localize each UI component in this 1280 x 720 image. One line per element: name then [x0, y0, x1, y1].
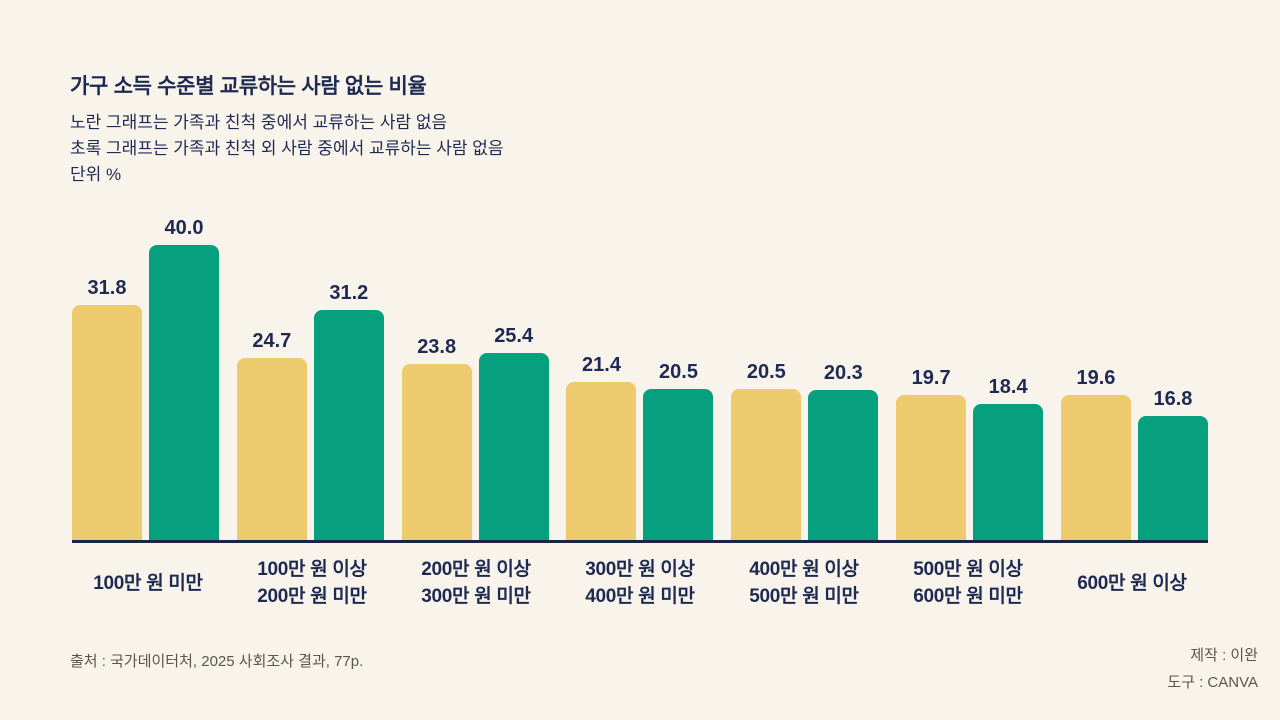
- chart-header: 가구 소득 수준별 교류하는 사람 없는 비율 노란 그래프는 가족과 친척 중…: [70, 70, 504, 188]
- green-bar-column: 25.4: [478, 324, 549, 540]
- x-axis-label: 100만 원 미만: [93, 572, 203, 594]
- yellow-bar: [72, 305, 142, 540]
- bar-group: 21.4 20.5: [566, 354, 714, 540]
- yellow-bar: [566, 382, 637, 540]
- yellow-bar: [236, 357, 307, 540]
- yellow-bar: [896, 394, 967, 540]
- green-bar: [313, 309, 384, 540]
- yellow-bar-value-label: 20.5: [746, 360, 786, 383]
- green-bar-column: 40.0: [149, 217, 219, 540]
- green-bar-column: 16.8: [1137, 388, 1208, 540]
- green-bar-value-label: 31.2: [329, 281, 369, 304]
- yellow-bar-column: 20.5: [731, 360, 802, 540]
- yellow-bar: [731, 388, 802, 540]
- yellow-bar-value-label: 23.8: [417, 336, 457, 359]
- source-note: 출처 : 국가데이터처, 2025 사회조사 결과, 77p.: [70, 653, 364, 670]
- green-bar-column: 20.5: [643, 360, 714, 540]
- yellow-bar-column: 19.7: [896, 366, 967, 540]
- credit-note: 제작 : 이완 도구 : CANVA: [1167, 642, 1258, 696]
- green-bar: [1137, 416, 1208, 540]
- unit-label: 단위 %: [70, 165, 122, 184]
- yellow-bar-value-label: 24.7: [252, 329, 292, 352]
- yellow-bar-value-label: 19.6: [1076, 367, 1116, 390]
- green-bar-value-label: 20.5: [659, 360, 698, 383]
- credit-line-author: 제작 : 이완: [1190, 647, 1258, 664]
- bar-group: 23.8 25.4: [401, 324, 549, 540]
- yellow-bar-column: 23.8: [401, 336, 472, 540]
- credit-line-tool: 도구 : CANVA: [1167, 674, 1258, 691]
- yellow-bar-value-label: 21.4: [582, 354, 621, 377]
- yellow-bar-value-label: 31.8: [87, 277, 127, 300]
- x-axis-label: 500만 원 이상 600만 원 미만: [913, 559, 1023, 607]
- bar-group: 20.5 20.3: [731, 360, 879, 540]
- yellow-bar-value-label: 19.7: [911, 366, 951, 389]
- green-bar-column: 20.3: [808, 362, 879, 540]
- green-bar-column: 31.2: [313, 281, 384, 540]
- labels-row: 100만 원 미만 100만 원 이상 200만 원 미만 200만 원 이상 30…: [72, 555, 1208, 611]
- green-bar-value-label: 20.3: [823, 362, 863, 385]
- yellow-bar: [1060, 395, 1131, 540]
- yellow-bar-column: 21.4: [566, 354, 637, 540]
- green-bar: [478, 352, 549, 540]
- yellow-bar-column: 19.6: [1060, 367, 1131, 540]
- bar-group: 19.7 18.4: [896, 366, 1044, 540]
- green-bar: [149, 244, 219, 540]
- green-bar-column: 18.4: [973, 376, 1044, 540]
- yellow-bar-column: 24.7: [236, 329, 307, 540]
- bar-chart: 31.8 40.0 24.7 31.2 23.8 25.4 21.4 20.5 20.5 20.3…: [72, 217, 1208, 611]
- green-bar: [808, 390, 879, 540]
- yellow-bar: [401, 364, 472, 540]
- green-bar-value-label: 16.8: [1153, 388, 1193, 411]
- subtitle-line-green: 초록 그래프는 가족과 친척 외 사람 중에서 교류하는 사람 없음: [70, 139, 504, 158]
- bars-row: 31.8 40.0 24.7 31.2 23.8 25.4 21.4 20.5 20.5 20.3…: [72, 217, 1208, 543]
- x-axis-label: 600만 원 이상: [1077, 572, 1187, 594]
- green-bar-value-label: 18.4: [988, 376, 1028, 399]
- bar-group: 19.6 16.8: [1060, 367, 1208, 540]
- x-axis-label: 400만 원 이상 500만 원 미만: [749, 559, 859, 607]
- bar-group: 31.8 40.0: [72, 217, 219, 540]
- bar-group: 24.7 31.2: [236, 281, 384, 540]
- yellow-bar-column: 31.8: [72, 277, 142, 540]
- green-bar-value-label: 25.4: [494, 324, 534, 347]
- green-bar: [643, 388, 714, 540]
- green-bar: [973, 404, 1044, 540]
- green-bar-value-label: 40.0: [164, 216, 204, 239]
- subtitle-line-yellow: 노란 그래프는 가족과 친척 중에서 교류하는 사람 없음: [70, 113, 448, 132]
- chart-title: 가구 소득 수준별 교류하는 사람 없는 비율: [70, 75, 427, 98]
- x-axis-label: 100만 원 이상 200만 원 미만: [257, 559, 367, 607]
- x-axis-label: 300만 원 이상 400만 원 미만: [585, 559, 695, 607]
- x-axis-label: 200만 원 이상 300만 원 미만: [421, 559, 531, 607]
